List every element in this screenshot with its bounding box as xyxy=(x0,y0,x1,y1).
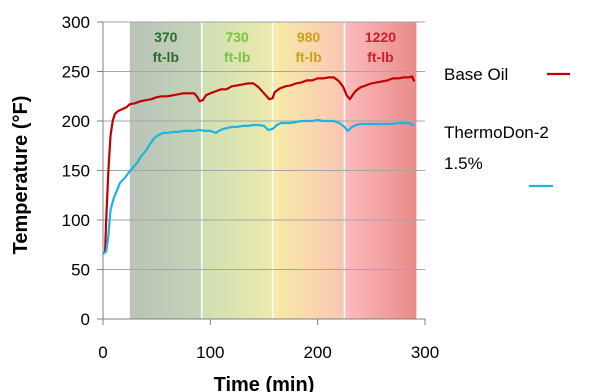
band-label-value: 730 xyxy=(225,29,249,45)
legend-label-base-oil: Base Oil xyxy=(444,65,508,84)
y-axis-title: Temperature (°F) xyxy=(10,96,32,255)
x-tick-label: 100 xyxy=(196,343,224,362)
y-tick-label: 300 xyxy=(62,13,90,32)
band-label-value: 980 xyxy=(297,29,321,45)
band-label-unit: ft-lb xyxy=(295,49,321,65)
band-label-unit: ft-lb xyxy=(153,49,179,65)
band-label-value: 1220 xyxy=(365,29,396,45)
axes xyxy=(97,21,426,325)
legend-label-thermodon: 1.5% xyxy=(444,154,483,173)
band-labels: 370 ft-lb 730 ft-lb 980 ft-lb 1220 ft-lb xyxy=(153,29,397,65)
legend-label-thermodon: ThermoDon-2 xyxy=(444,123,549,142)
band-label-value: 370 xyxy=(154,29,178,45)
series-line-0 xyxy=(102,75,416,255)
x-tick-label: 0 xyxy=(98,343,107,362)
y-tick-label: 100 xyxy=(62,211,90,230)
y-tick-label: 0 xyxy=(81,310,90,329)
x-tick-label: 300 xyxy=(411,343,439,362)
x-axis-title: Time (min) xyxy=(214,374,315,392)
x-tick-label: 200 xyxy=(303,343,331,362)
y-tick-label: 200 xyxy=(62,112,90,131)
y-tick-label: 250 xyxy=(62,63,90,82)
tick-labels: 0 50 100 150 200 250 300 0 100 200 300 xyxy=(62,13,440,362)
band-label-unit: ft-lb xyxy=(224,49,250,65)
y-tick-label: 150 xyxy=(62,162,90,181)
legend: Base Oil ThermoDon-2 1.5% xyxy=(444,65,570,188)
gridlines xyxy=(103,21,425,270)
band-label-unit: ft-lb xyxy=(367,49,393,65)
series-lines xyxy=(102,75,416,255)
y-tick-label: 50 xyxy=(71,261,90,280)
series-line-1 xyxy=(102,118,415,255)
